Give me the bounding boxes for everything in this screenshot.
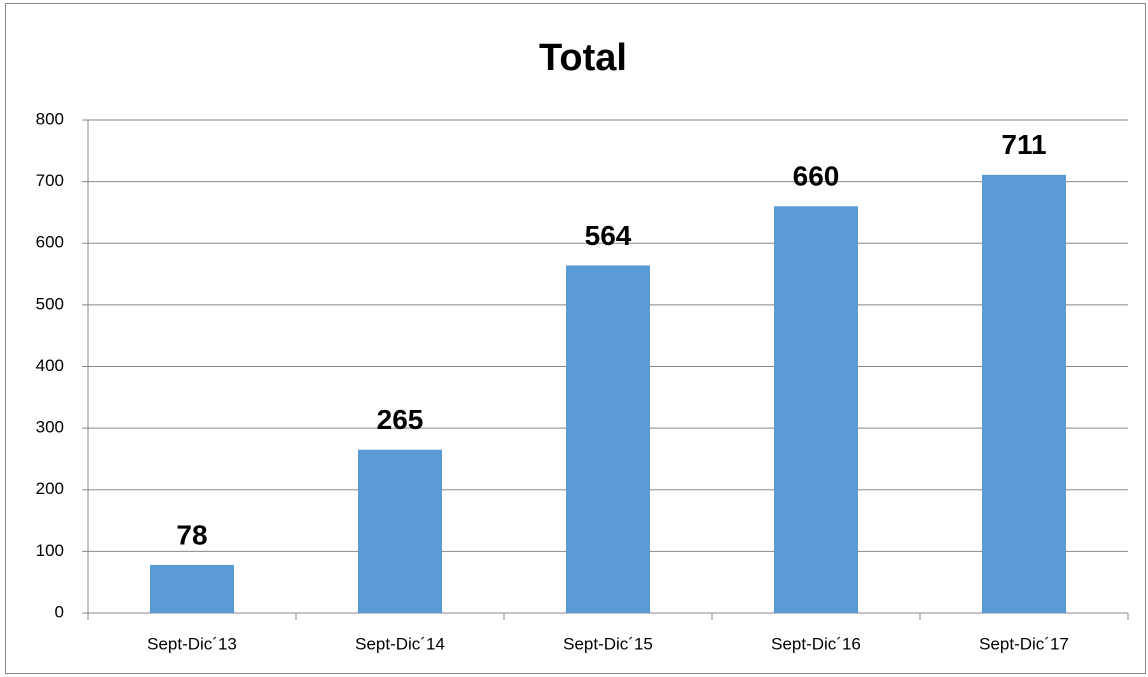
value-label: 78 (176, 519, 207, 550)
value-label: 711 (1001, 129, 1046, 160)
bar (150, 564, 234, 613)
y-tick-label: 100 (36, 541, 64, 560)
y-tick-label: 200 (36, 479, 64, 498)
x-tick-label: Sept-Dic´13 (147, 634, 237, 653)
y-tick-label: 500 (36, 294, 64, 313)
x-tick-label: Sept-Dic´17 (979, 634, 1069, 653)
x-tick-label: Sept-Dic´14 (355, 634, 445, 653)
bar (358, 449, 442, 613)
bar (566, 265, 650, 613)
y-tick-label: 400 (36, 356, 64, 375)
y-tick-label: 0 (55, 602, 64, 621)
x-tick-label: Sept-Dic´15 (563, 634, 653, 653)
y-tick-label: 300 (36, 418, 64, 437)
bar (774, 206, 858, 613)
value-label: 265 (377, 404, 424, 435)
value-label: 660 (793, 161, 840, 192)
bar (982, 174, 1066, 613)
y-tick-label: 800 (36, 109, 64, 128)
value-label: 564 (585, 220, 632, 251)
y-tick-label: 700 (36, 171, 64, 190)
y-tick-label: 600 (36, 233, 64, 252)
x-tick-label: Sept-Dic´16 (771, 634, 861, 653)
chart-title: Total (539, 37, 627, 79)
